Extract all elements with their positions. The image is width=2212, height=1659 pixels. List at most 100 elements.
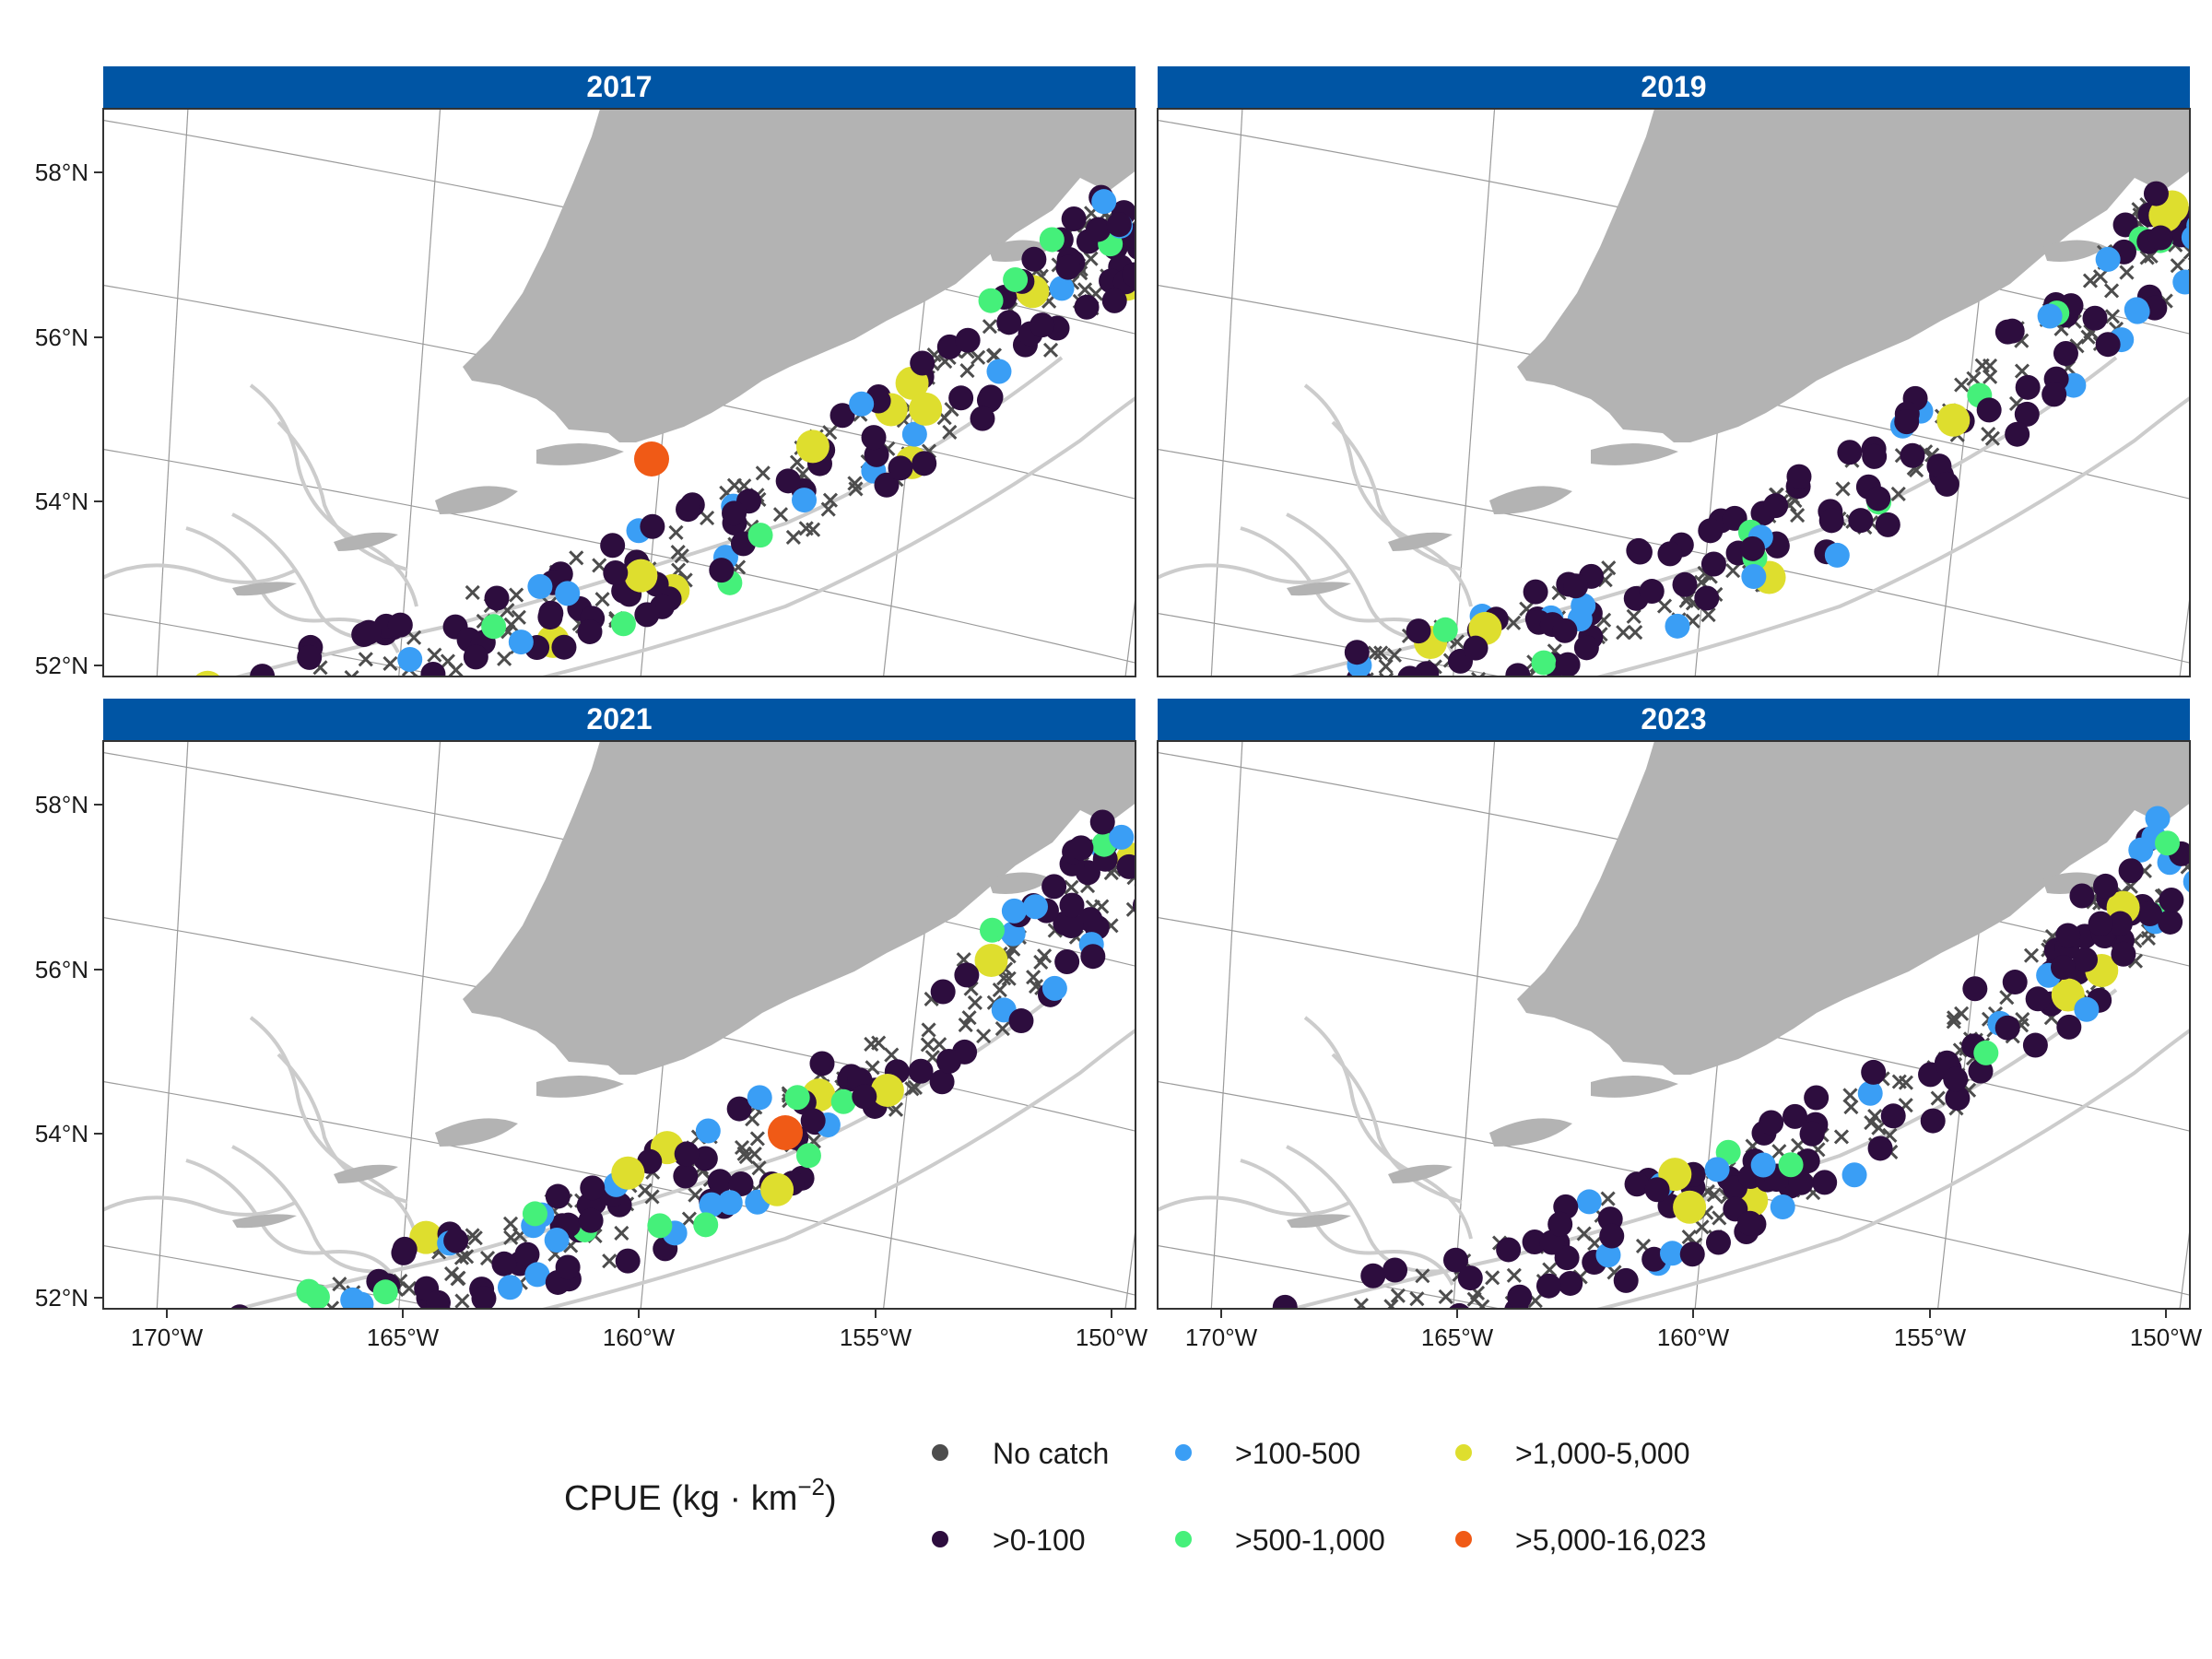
station-catch [1340, 1310, 1365, 1335]
station-no-catch [847, 476, 863, 491]
station-no-catch [755, 465, 771, 481]
lon-axis-right: 170°W 165°W 160°W 155°W 150°W [1185, 1309, 2203, 1351]
station-catch [600, 533, 626, 559]
station-catch [1089, 809, 1115, 835]
station-catch [2124, 299, 2150, 324]
station-catch [1256, 1360, 1281, 1385]
station-catch [726, 1096, 752, 1122]
map-layer [103, 741, 1135, 1402]
station-catch [1786, 464, 1812, 489]
station-catch [522, 1201, 547, 1227]
panel-strip [1158, 66, 2190, 109]
station-catch [2055, 923, 2081, 948]
station-catch [2183, 870, 2190, 893]
station-catch [269, 1331, 294, 1356]
station-catch [1008, 1008, 1034, 1034]
station-no-catch [1470, 671, 1487, 677]
panel-strip [103, 699, 1135, 741]
station-catch [551, 634, 577, 660]
station-catch [296, 1278, 322, 1304]
station-catch [347, 677, 371, 701]
station-no-catch [1383, 687, 1396, 700]
legend-label: No catch [993, 1437, 1109, 1470]
island [334, 1164, 398, 1183]
station-catch [830, 403, 855, 429]
legend-key [932, 1531, 948, 1547]
station-no-catch [1843, 1100, 1859, 1115]
station-catch [2159, 888, 2184, 913]
map-panel-2017: 2017 [102, 66, 1136, 701]
station-catch [954, 962, 980, 988]
station-catch [1563, 573, 1589, 599]
lat-tick-label: 52°N [35, 652, 88, 679]
station-catch [692, 1146, 718, 1171]
survey-stations [186, 809, 1135, 1402]
station-no-catch [465, 584, 480, 600]
station-catch [874, 472, 900, 498]
station-catch [775, 468, 801, 494]
station-catch [1770, 1194, 1795, 1219]
station-catch [194, 670, 220, 677]
station-catch [191, 1377, 216, 1402]
station-no-catch [1083, 251, 1099, 266]
station-no-catch [967, 994, 982, 1010]
station-no-catch [1415, 1268, 1430, 1284]
lat-tick-label: 54°N [35, 488, 88, 515]
station-catch [186, 1352, 211, 1377]
station-catch [1763, 493, 1789, 519]
station-catch [2056, 1014, 2082, 1040]
station-catch [1936, 403, 1971, 437]
station-catch [1199, 1365, 1224, 1390]
lat-tick-label: 54°N [35, 1120, 88, 1147]
station-catch [1555, 652, 1581, 677]
alaska-land [1517, 741, 2190, 1075]
panel-border [1157, 740, 2191, 1310]
station-catch [1679, 1241, 1705, 1267]
station-catch [1101, 288, 1127, 313]
station-no-catch [668, 524, 684, 540]
station-catch [420, 661, 446, 677]
island [2042, 872, 2107, 894]
survey-stations [1199, 806, 2190, 1390]
station-no-catch [982, 319, 997, 335]
station-catch [537, 605, 563, 630]
panel-title: 2023 [1641, 702, 1706, 735]
station-catch [1659, 1241, 1685, 1266]
station-catch [348, 1291, 374, 1309]
lon-tick-label: 150°W [2130, 1324, 2203, 1351]
station-catch [1576, 1189, 1602, 1215]
station-catch [974, 943, 1008, 977]
station-catch [1613, 1267, 1639, 1293]
station-catch [929, 1069, 955, 1095]
station-catch [2143, 181, 2169, 206]
station-catch [527, 573, 553, 599]
station-catch [1344, 640, 1370, 665]
station-catch [1700, 551, 1726, 577]
station-no-catch [1700, 606, 1716, 623]
station-catch [1080, 944, 1106, 970]
station-no-catch [1694, 1219, 1710, 1235]
station-catch [800, 1108, 826, 1134]
station-no-catch [1626, 608, 1641, 624]
station-catch [1068, 835, 1094, 861]
station-catch [1531, 650, 1557, 676]
station-no-catch [417, 1308, 428, 1309]
station-catch [634, 602, 660, 628]
station-no-catch [1485, 1270, 1500, 1286]
station-catch [578, 1207, 604, 1233]
station-no-catch [1506, 1267, 1522, 1283]
station-catch-high [768, 1115, 803, 1150]
station-catch [795, 429, 830, 464]
station-catch [1657, 541, 1683, 567]
station-catch [1920, 1108, 1946, 1134]
station-catch [1778, 1152, 1804, 1178]
panel-strip [1158, 699, 2190, 741]
panel-border [102, 740, 1136, 1310]
station-catch [1673, 1190, 1707, 1224]
station-catch [611, 1156, 645, 1190]
station-catch [1934, 471, 1959, 497]
station-catch [1086, 217, 1112, 242]
station-catch [1207, 1365, 1232, 1390]
station-catch [2205, 229, 2212, 254]
station-no-catch [749, 1131, 765, 1147]
